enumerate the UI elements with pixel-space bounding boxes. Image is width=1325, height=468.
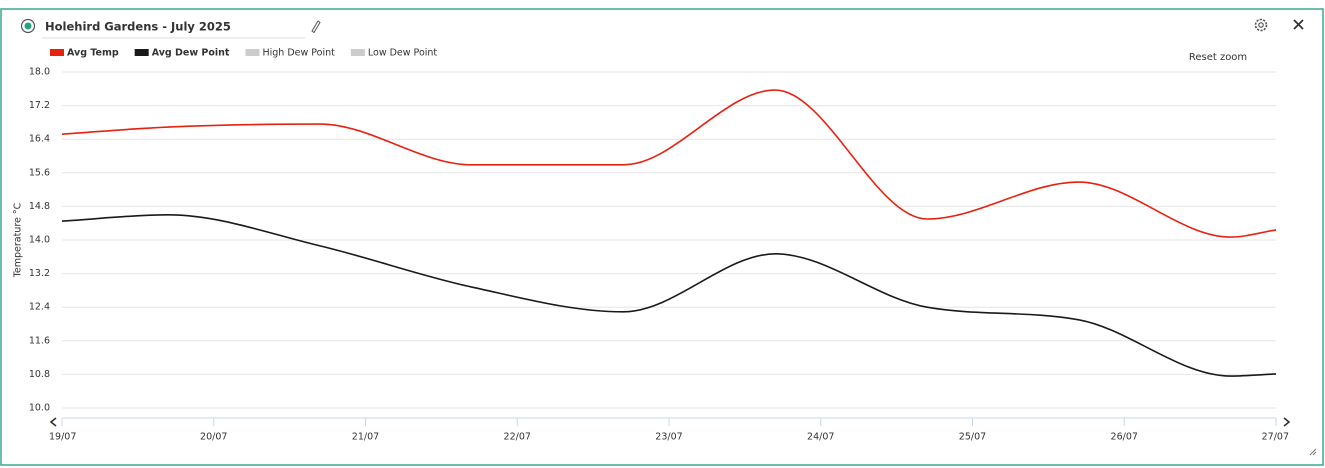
settings-icon[interactable]	[1254, 18, 1268, 32]
scroll-left[interactable]	[49, 417, 57, 427]
legend-swatch	[134, 49, 149, 56]
y-tick-label: 14.0	[29, 235, 50, 246]
legend-label[interactable]: Avg Temp	[67, 48, 119, 59]
y-tick-label: 10.8	[29, 369, 50, 380]
series-line	[61, 89, 1277, 238]
legend-swatch	[50, 49, 64, 56]
chart-title: Holehird Gardens - July 2025	[45, 20, 231, 34]
legend-label[interactable]: Avg Dew Point	[152, 48, 230, 59]
legend-label[interactable]: High Dew Point	[262, 48, 335, 59]
x-tick-label: 20/07	[200, 432, 227, 443]
widget-frame	[0, 8, 1324, 466]
reset-zoom[interactable]: Reset zoom	[1189, 52, 1247, 63]
y-tick-label: 14.8	[29, 201, 50, 212]
scroll-right[interactable]	[1283, 417, 1291, 427]
series-line	[61, 213, 1277, 377]
y-tick-label: 15.6	[29, 167, 50, 178]
gear-hole	[1258, 22, 1264, 28]
x-tick-label: 19/07	[49, 432, 76, 443]
x-tick-label: 22/07	[504, 432, 531, 443]
x-tick-label: 23/07	[655, 432, 682, 443]
legend-swatch	[245, 49, 260, 56]
y-tick-label: 13.2	[29, 268, 50, 279]
y-tick-label: 12.4	[29, 302, 50, 313]
legend-label[interactable]: Low Dew Point	[368, 48, 438, 59]
y-tick-label: 16.4	[29, 134, 50, 145]
x-tick-label: 21/07	[352, 432, 379, 443]
y-tick-label: 10.0	[29, 403, 50, 414]
y-tick-label: 18.0	[29, 67, 50, 78]
gear	[1254, 18, 1268, 32]
edit-icon[interactable]	[311, 20, 321, 34]
resize-handle[interactable]	[1309, 448, 1317, 456]
y-tick-label: 17.2	[29, 100, 50, 111]
x-tick-label: 26/07	[1111, 432, 1138, 443]
x-tick-label: 27/07	[1262, 432, 1289, 443]
close-icon[interactable]	[1293, 19, 1304, 30]
status-dot	[24, 22, 32, 30]
legend-swatch	[350, 49, 365, 56]
x-tick-label: 24/07	[807, 432, 834, 443]
x-tick-label: 25/07	[959, 432, 986, 443]
y-tick-label: 11.6	[29, 335, 50, 346]
y-axis-label: Temperature °C	[13, 202, 24, 278]
